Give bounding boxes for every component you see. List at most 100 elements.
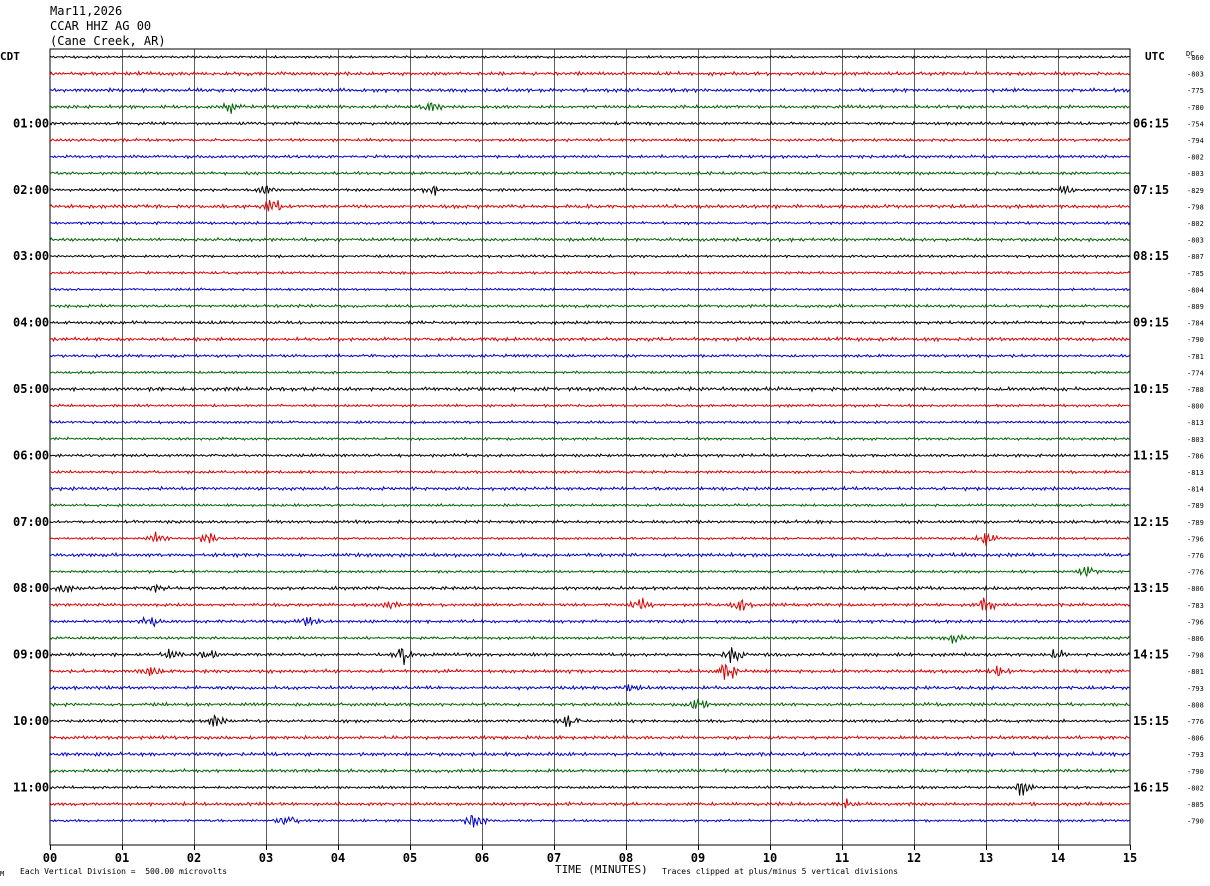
x-tick-label: 13: [979, 851, 993, 865]
seismic-trace: [49, 436, 1131, 442]
dc-offset-label: -796: [1187, 535, 1204, 543]
dc-offset-label: -783: [1187, 602, 1204, 610]
dc-offset-label: -798: [1187, 203, 1204, 211]
utc-hour-label: 14:15: [1133, 648, 1169, 662]
cdt-hour-label: 07:00: [13, 515, 49, 529]
seismic-trace: [49, 236, 1131, 243]
dc-offset-label: -803: [1187, 71, 1204, 79]
seismic-trace: [49, 87, 1131, 94]
seismic-trace: [49, 767, 1130, 774]
seismic-trace: [49, 633, 1131, 644]
utc-hour-label: 15:15: [1133, 714, 1169, 728]
x-tick-label: 10: [763, 851, 777, 865]
seismic-trace: [49, 713, 1131, 727]
dc-offset-label: -781: [1187, 353, 1204, 361]
dc-offset-label: -793: [1187, 751, 1204, 759]
cdt-hour-label: 01:00: [13, 116, 49, 130]
dc-offset-label: -786: [1187, 452, 1204, 460]
seismic-trace: [49, 353, 1131, 359]
x-tick-label: 15: [1123, 851, 1137, 865]
seismic-trace: [49, 385, 1131, 393]
dc-offset-label: -801: [1187, 668, 1204, 676]
seismic-trace: [49, 684, 1131, 692]
dc-offset-label: -790: [1187, 818, 1204, 826]
dc-offset-label: -793: [1187, 685, 1204, 693]
seismic-trace: [49, 54, 1131, 60]
dc-offset-label: -784: [1187, 320, 1204, 328]
dc-offset-label: -802: [1187, 154, 1204, 162]
dc-offset-label: -809: [1187, 303, 1204, 311]
seismic-trace: [49, 469, 1131, 475]
seismic-trace: [49, 370, 1131, 375]
cdt-hour-label: 11:00: [13, 780, 49, 794]
utc-hour-label: 13:15: [1133, 581, 1169, 595]
seismic-trace: [49, 566, 1131, 577]
seismic-trace: [49, 531, 1130, 546]
dc-offset-label: -807: [1187, 253, 1204, 261]
seismic-trace: [49, 419, 1131, 425]
dc-offset-label: -829: [1187, 187, 1204, 195]
dc-offset-label: -790: [1187, 768, 1204, 776]
cdt-hour-label: 04:00: [13, 316, 49, 330]
dc-offset-label: -814: [1187, 486, 1204, 494]
x-tick-label: 00: [43, 851, 57, 865]
seismic-trace: [49, 647, 1131, 666]
x-tick-label: 03: [259, 851, 273, 865]
dc-offset-label: -803: [1187, 237, 1204, 245]
utc-hour-label: 08:15: [1133, 249, 1169, 263]
seismic-trace: [49, 287, 1131, 292]
dc-offset-label: -804: [1187, 286, 1204, 294]
clip-note: Traces clipped at plus/minus 5 vertical …: [662, 867, 899, 876]
cdt-hour-label: 06:00: [13, 448, 49, 462]
cdt-hour-label: 02:00: [13, 183, 49, 197]
utc-hour-label: 06:15: [1133, 116, 1169, 130]
dc-offset-label: -788: [1187, 386, 1204, 394]
seismic-trace: [49, 220, 1131, 226]
seismic-trace: [49, 120, 1131, 127]
seismic-trace: [49, 403, 1131, 409]
seismic-trace: [49, 698, 1131, 710]
seismic-trace: [49, 519, 1131, 525]
dc-offset-label: -794: [1187, 137, 1204, 145]
x-tick-label: 07: [547, 851, 561, 865]
left-timezone-label: CDT: [0, 50, 20, 63]
seismic-trace: [49, 783, 1131, 796]
dc-offset-label: -806: [1187, 585, 1204, 593]
seismic-trace: [49, 200, 1131, 212]
x-tick-label: 12: [907, 851, 921, 865]
dc-offset-label: -776: [1187, 718, 1204, 726]
dc-offset-label: -808: [1187, 701, 1204, 709]
cdt-hour-label: 05:00: [13, 382, 49, 396]
corner-mark: M: [0, 870, 5, 878]
scale-note: Each Vertical Division = 500.00 microvol…: [20, 867, 228, 876]
seismic-trace: [49, 319, 1131, 326]
x-tick-label: 06: [475, 851, 489, 865]
seismic-trace: [49, 485, 1131, 492]
seismic-trace: [49, 502, 1130, 508]
seismic-trace: [49, 270, 1131, 276]
seismic-trace: [49, 303, 1131, 309]
chart-date: Mar11,2026: [50, 4, 123, 18]
dc-column-header: DC: [1186, 50, 1195, 58]
dc-offset-label: -806: [1187, 735, 1204, 743]
seismic-trace: [49, 750, 1131, 758]
utc-hour-label: 09:15: [1133, 316, 1169, 330]
x-tick-label: 08: [619, 851, 633, 865]
seismic-trace: [49, 452, 1131, 459]
dc-offset-label: -780: [1187, 104, 1204, 112]
seismic-trace: [49, 101, 1131, 114]
dc-offset-label: -803: [1187, 170, 1204, 178]
station-code: CCAR HHZ AG 00: [50, 19, 152, 33]
dc-offset-label: -802: [1187, 220, 1204, 228]
dc-offset-label: -776: [1187, 552, 1204, 560]
dc-offset-label: -813: [1187, 469, 1204, 477]
x-tick-label: 05: [403, 851, 417, 865]
cdt-hour-label: 08:00: [13, 581, 49, 595]
dc-offset-label: -806: [1187, 635, 1204, 643]
seismic-trace: [49, 70, 1131, 77]
cdt-hour-label: 03:00: [13, 249, 49, 263]
seismic-trace: [49, 734, 1131, 741]
x-tick-label: 11: [835, 851, 849, 865]
dc-offset-label: -790: [1187, 336, 1204, 344]
